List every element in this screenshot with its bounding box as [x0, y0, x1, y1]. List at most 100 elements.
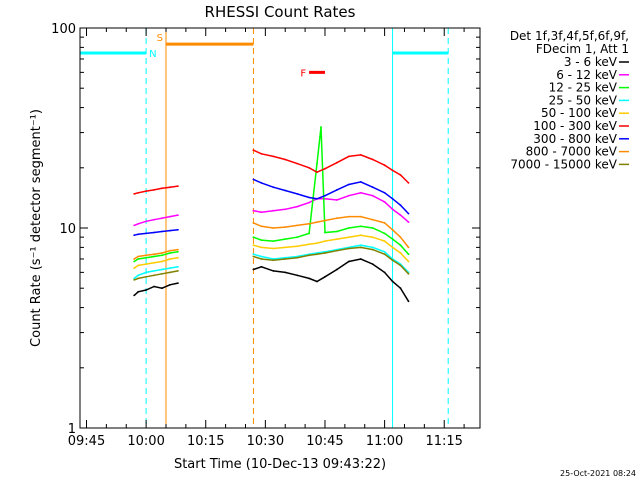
series-point	[161, 252, 163, 254]
series-point	[324, 197, 326, 200]
series-point	[145, 263, 148, 265]
x-tick-label: 10:45	[306, 434, 343, 449]
footer-timestamp: 25-Oct-2021 08:24	[560, 469, 636, 478]
series-point	[272, 247, 275, 250]
series-point	[153, 285, 156, 288]
series-point	[383, 253, 386, 256]
series-point	[336, 217, 338, 220]
series-point	[336, 249, 338, 252]
series-point	[177, 248, 179, 251]
series-point	[133, 258, 136, 260]
series-point	[308, 243, 310, 246]
series-point	[308, 277, 310, 280]
series-point	[161, 217, 163, 220]
series-point	[308, 166, 310, 169]
series-point	[284, 271, 287, 274]
series-point	[391, 208, 394, 211]
x-axis-label: Start Time (10-Dec-13 09:43:22)	[174, 457, 386, 472]
series-point	[133, 294, 136, 297]
series-point	[133, 279, 136, 281]
series-point	[145, 232, 148, 235]
series-point	[347, 247, 350, 250]
series-point	[177, 270, 179, 272]
series-point	[399, 264, 402, 267]
series-point	[272, 155, 275, 158]
series-point	[133, 260, 136, 263]
series-point	[383, 240, 386, 243]
series-point	[347, 155, 350, 158]
series-point	[391, 228, 394, 231]
x-tick-label: 10:30	[247, 434, 284, 449]
series-point	[336, 238, 338, 241]
series-point	[137, 191, 140, 194]
series-point	[252, 268, 255, 271]
series-point	[324, 240, 326, 243]
chart-title: RHESSI Count Rates	[205, 3, 356, 21]
x-tick-label: 10:15	[187, 434, 224, 449]
interval-label: N	[149, 49, 156, 60]
series-line-0	[133, 258, 410, 302]
series-point	[169, 258, 171, 260]
y-tick-label: 100	[51, 22, 76, 37]
series-point	[177, 185, 179, 188]
series-point	[252, 253, 255, 256]
series-point	[296, 236, 299, 239]
series-point	[153, 231, 156, 234]
series-point	[371, 248, 374, 251]
legend: Det 1f,3f,4f,5f,6f,9f, FDecim 1, Att 1 3…	[510, 29, 629, 171]
series-point	[324, 219, 326, 222]
series-point	[347, 183, 350, 186]
series-point	[145, 289, 148, 291]
series-point	[407, 260, 410, 263]
series-point	[177, 214, 179, 217]
series-point	[371, 227, 374, 229]
series-layer	[133, 126, 410, 303]
x-tick-label: 11:15	[425, 434, 462, 449]
series-point	[284, 238, 287, 241]
series-point	[145, 256, 148, 259]
series-point	[308, 254, 310, 257]
series-point	[383, 191, 386, 194]
series-point	[308, 196, 310, 199]
y-tick-label: 10	[59, 222, 76, 237]
series-point	[252, 209, 255, 212]
series-point	[260, 211, 263, 214]
series-point	[161, 187, 163, 190]
series-point	[296, 256, 299, 259]
series-point	[316, 197, 318, 200]
series-point	[308, 222, 310, 225]
legend-label: 800 - 7000 keV	[526, 145, 618, 159]
legend-label: 12 - 25 keV	[549, 81, 618, 95]
series-point	[359, 191, 362, 194]
legend-label: 50 - 100 keV	[541, 106, 618, 120]
x-tick-label: 11:00	[366, 434, 403, 449]
series-point	[137, 222, 140, 225]
series-point	[308, 201, 310, 204]
series-point	[324, 252, 326, 254]
series-point	[252, 236, 255, 239]
series-point	[153, 253, 156, 256]
series-point	[399, 214, 402, 217]
legend-label: 100 - 300 keV	[533, 119, 617, 133]
series-point	[153, 218, 156, 221]
series-point	[371, 158, 374, 161]
series-point	[137, 290, 140, 293]
series-point	[296, 224, 299, 227]
series-point	[133, 277, 136, 280]
series-point	[391, 238, 394, 241]
series-point	[347, 227, 350, 229]
series-point	[272, 186, 275, 189]
series-point	[252, 255, 255, 258]
series-point	[383, 201, 386, 203]
series-point	[137, 255, 140, 258]
series-point	[133, 267, 136, 269]
series-point	[260, 246, 263, 249]
series-point	[169, 267, 171, 269]
series-point	[252, 244, 255, 247]
series-point	[145, 220, 148, 223]
series-point	[177, 282, 179, 284]
interval-label: S	[157, 33, 163, 44]
series-point	[272, 227, 275, 229]
series-point	[133, 193, 136, 195]
